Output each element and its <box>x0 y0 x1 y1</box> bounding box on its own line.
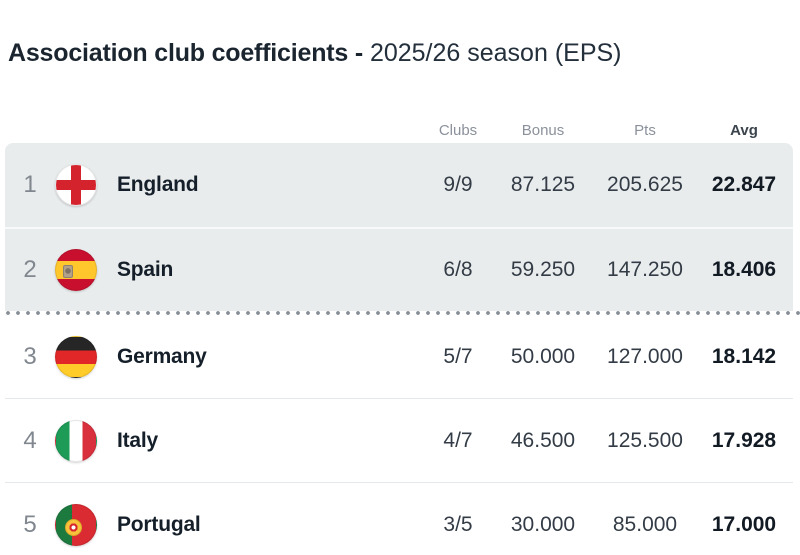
page-title-main: Association club coefficients - <box>8 39 363 67</box>
column-header-bonus: Bonus <box>521 121 565 139</box>
country-name: Germany <box>117 344 207 368</box>
page-title-season: 2025/26 season (EPS) <box>369 39 622 67</box>
bonus-value: 87.125 <box>510 173 576 196</box>
qualification-zone: 1 England 9/9 87.125 205.625 22.847 2 Sp… <box>5 143 793 311</box>
column-header-avg: Avg <box>730 121 758 139</box>
bonus-value: 59.250 <box>510 258 576 281</box>
table-row-england[interactable]: 1 England 9/9 87.125 205.625 22.847 <box>5 143 793 227</box>
qualification-cutoff-separator <box>3 311 800 315</box>
italy-flag-icon <box>55 419 97 462</box>
country-name: England <box>117 173 199 196</box>
pts-value: 127.000 <box>607 344 683 368</box>
pts-value: 205.625 <box>607 173 683 196</box>
clubs-value: 9/9 <box>443 173 473 196</box>
column-header-clubs: Clubs <box>438 121 478 139</box>
remaining-rows: 3 Germany 5/7 50.000 127.000 18.142 4 It… <box>5 315 793 555</box>
table-row-italy[interactable]: 4 Italy 4/7 46.500 125.500 17.928 <box>5 399 793 483</box>
country-name: Italy <box>117 428 159 452</box>
rank-number: 1 <box>23 171 37 198</box>
rank-number: 2 <box>23 256 37 283</box>
clubs-value: 6/8 <box>443 258 473 281</box>
pts-value: 125.500 <box>607 428 683 452</box>
clubs-value: 4/7 <box>443 428 473 452</box>
country-name: Spain <box>117 258 174 281</box>
clubs-value: 3/5 <box>443 513 473 536</box>
table-row-portugal[interactable]: 5 Portugal 3/5 30.000 85.000 17.000 <box>5 483 793 555</box>
germany-flag-icon <box>55 335 97 378</box>
avg-value: 22.847 <box>711 173 777 196</box>
page-title: Association club coefficients - 2025/26 … <box>8 40 800 67</box>
table-row-spain[interactable]: 2 Spain 6/8 59.250 147.250 18.406 <box>5 227 793 311</box>
rank-number: 5 <box>23 511 37 538</box>
rank-number: 3 <box>23 342 37 370</box>
country-name: Portugal <box>117 513 201 536</box>
bonus-value: 30.000 <box>510 513 576 536</box>
pts-value: 147.250 <box>607 258 683 281</box>
bonus-value: 50.000 <box>510 344 576 368</box>
avg-value: 18.406 <box>711 258 777 281</box>
avg-value: 17.000 <box>711 513 777 536</box>
rank-number: 4 <box>23 426 37 454</box>
spain-flag-icon <box>55 249 97 291</box>
column-header-pts: Pts <box>634 121 656 139</box>
portugal-flag-icon <box>55 504 97 546</box>
avg-value: 18.142 <box>711 344 777 368</box>
pts-value: 85.000 <box>612 513 678 536</box>
england-flag-icon <box>55 164 97 206</box>
bonus-value: 46.500 <box>510 428 576 452</box>
table-row-germany[interactable]: 3 Germany 5/7 50.000 127.000 18.142 <box>5 315 793 399</box>
table-header-row: Clubs Bonus Pts Avg <box>5 117 793 143</box>
avg-value: 17.928 <box>711 428 777 452</box>
clubs-value: 5/7 <box>443 344 473 368</box>
association-coefficients-page: Association club coefficients - 2025/26 … <box>0 40 800 555</box>
